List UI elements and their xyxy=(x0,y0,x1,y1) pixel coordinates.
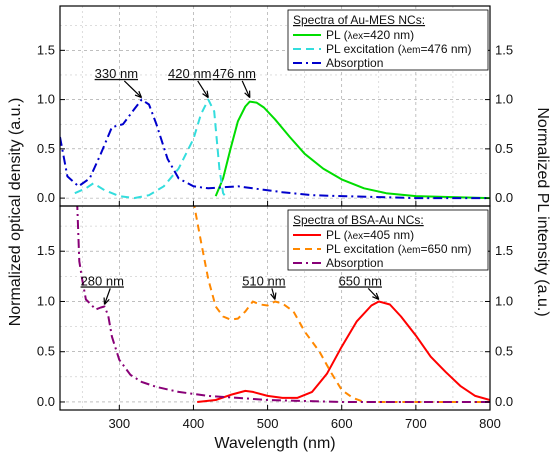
y-tick-label-right-1.5-p1: 1.5 xyxy=(495,42,513,57)
annotation-arrow-line-p2-2 xyxy=(271,288,276,300)
legend-entry-suffix-p2-1: =405 nm) xyxy=(363,228,414,242)
axes-frame xyxy=(59,5,491,411)
legend-entry-text-p1-1: PL ( xyxy=(326,28,348,42)
annotation-label-p2-1: 280 nm xyxy=(81,273,124,288)
series-line-p1-3 xyxy=(60,98,490,200)
legend-p1: Spectra of Au-MES NCs:PL (λex=420 nm)PL … xyxy=(287,9,489,71)
panel-1-series xyxy=(60,98,490,200)
series-line-p1-1 xyxy=(214,100,490,200)
y-tick-label-left-1.0-p1: 1.0 xyxy=(37,92,55,107)
annotation-arrow-line-p1-2 xyxy=(197,80,209,98)
annotation-arrow-head-p2-1 xyxy=(103,297,110,305)
y-tick-label-left-0.5-p2: 0.5 xyxy=(37,344,55,359)
legend-box-p2 xyxy=(287,209,489,271)
legend-entry-p2-2: PL excitation (λem=650 nm) xyxy=(326,242,472,256)
legend-entry-text-p1-2: PL excitation ( xyxy=(326,42,402,56)
plot-area xyxy=(60,98,490,403)
annotation-arrow-head-p1-1 xyxy=(134,90,143,99)
y-tick-label-right-0.0-p2: 0.0 xyxy=(495,394,513,409)
annotation-arrow-line-p1-1 xyxy=(123,80,142,99)
series-line-p2-2 xyxy=(193,206,490,403)
y-tick-label-left-0.5-p1: 0.5 xyxy=(37,141,55,156)
y-tick-label-left-1.0-p2: 1.0 xyxy=(37,293,55,308)
y-tick-label-right-0.5-p2: 0.5 xyxy=(495,344,513,359)
x-tick-label-700: 700 xyxy=(405,416,427,431)
series-line-p1-2 xyxy=(74,98,228,200)
legend-title-p2: Spectra of BSA-Au NCs: xyxy=(293,213,424,227)
tick-labels: 0.0 0.0 0.5 0.5 1.0 1.0 1.5 1.5 0.0 0.0 0.5 0.5 1.0 1… xyxy=(37,42,513,431)
legend-entry-p2-1: PL (λex=405 nm) xyxy=(326,228,414,242)
annotation-arrow-line-p2-1 xyxy=(103,288,111,305)
legend-entry-lambda-p1-1: λex xyxy=(348,31,364,42)
y-tick-label-left-0.0-p1: 0.0 xyxy=(37,190,55,205)
legend-entry-lambda-p1-2: λem xyxy=(402,45,421,56)
legend-entry-text-p2-2: PL excitation ( xyxy=(326,242,402,256)
legend-p2: Spectra of BSA-Au NCs:PL (λex=405 nm)PL … xyxy=(287,209,489,271)
legend-box-p1 xyxy=(287,9,489,71)
series-line-p2-3 xyxy=(76,206,490,403)
legend-entry-p2-3: Absorption xyxy=(326,256,383,270)
y-tick-label-left-1.5-p2: 1.5 xyxy=(37,243,55,258)
legend-entry-suffix-p1-1: =420 nm) xyxy=(363,28,414,42)
annotation-label-p1-2: 420 nm xyxy=(168,66,211,81)
x-tick-label-400: 400 xyxy=(183,416,205,431)
x-axis-label: Wavelength (nm) xyxy=(214,435,335,452)
y-tick-label-right-1.0-p1: 1.0 xyxy=(495,92,513,107)
y-tick-label-left-1.5-p1: 1.5 xyxy=(37,42,55,57)
y-axis-label-left: Normalized optical density (a.u.) xyxy=(7,98,24,327)
y-axis-label-right: Normalized PL intensity (a.u.) xyxy=(534,107,550,316)
annotation-arrow-head-p2-2 xyxy=(270,292,277,300)
chart-overlays: 330 nm 420 nm 476 nm Spectra of Au-MES NCs:… xyxy=(81,9,489,305)
x-tick-label-500: 500 xyxy=(257,416,279,431)
annotation-arrow-head-p2-3 xyxy=(372,292,380,301)
annotation-arrow-head-p1-2 xyxy=(202,90,209,99)
y-tick-label-right-1.0-p2: 1.0 xyxy=(495,293,513,308)
annotation-label-p2-2: 510 nm xyxy=(242,273,285,288)
legend-entry-p1-1: PL (λex=420 nm) xyxy=(326,28,414,42)
annotation-label-p2-3: 650 nm xyxy=(339,273,382,288)
x-tick-label-300: 300 xyxy=(108,416,130,431)
legend-entry-p1-3: Absorption xyxy=(326,56,383,70)
y-tick-label-right-1.5-p2: 1.5 xyxy=(495,243,513,258)
y-tick-label-left-0.0-p2: 0.0 xyxy=(37,394,55,409)
y-tick-label-right-0.0-p1: 0.0 xyxy=(495,190,513,205)
legend-entry-lambda-p2-2: λem xyxy=(402,245,421,256)
legend-entry-text-p2-1: PL ( xyxy=(326,228,348,242)
legend-entry-suffix-p1-2: =476 nm) xyxy=(421,42,472,56)
annotation-arrow-head-p1-3 xyxy=(244,90,251,99)
legend-entry-text-p1-3: Absorption xyxy=(326,56,383,70)
annotation-arrow-line-p1-3 xyxy=(241,80,251,98)
series-line-p2-1 xyxy=(197,300,490,403)
legend-entry-p1-2: PL excitation (λem=476 nm) xyxy=(326,42,472,56)
panel-2-frame xyxy=(59,205,491,411)
x-tick-label-600: 600 xyxy=(331,416,353,431)
legend-entry-text-p2-3: Absorption xyxy=(326,256,383,270)
legend-entry-suffix-p2-2: =650 nm) xyxy=(421,242,472,256)
y-tick-label-right-0.5-p1: 0.5 xyxy=(495,141,513,156)
panel-2-series xyxy=(76,206,490,403)
annotation-label-p1-1: 330 nm xyxy=(95,66,138,81)
legend-title-p1: Spectra of Au-MES NCs: xyxy=(293,13,425,27)
x-tick-label-800: 800 xyxy=(479,416,501,431)
annotation-arrow-line-p2-3 xyxy=(367,287,380,300)
annotation-label-p1-3: 476 nm xyxy=(213,66,256,81)
legend-entry-lambda-p2-1: λex xyxy=(348,231,364,242)
